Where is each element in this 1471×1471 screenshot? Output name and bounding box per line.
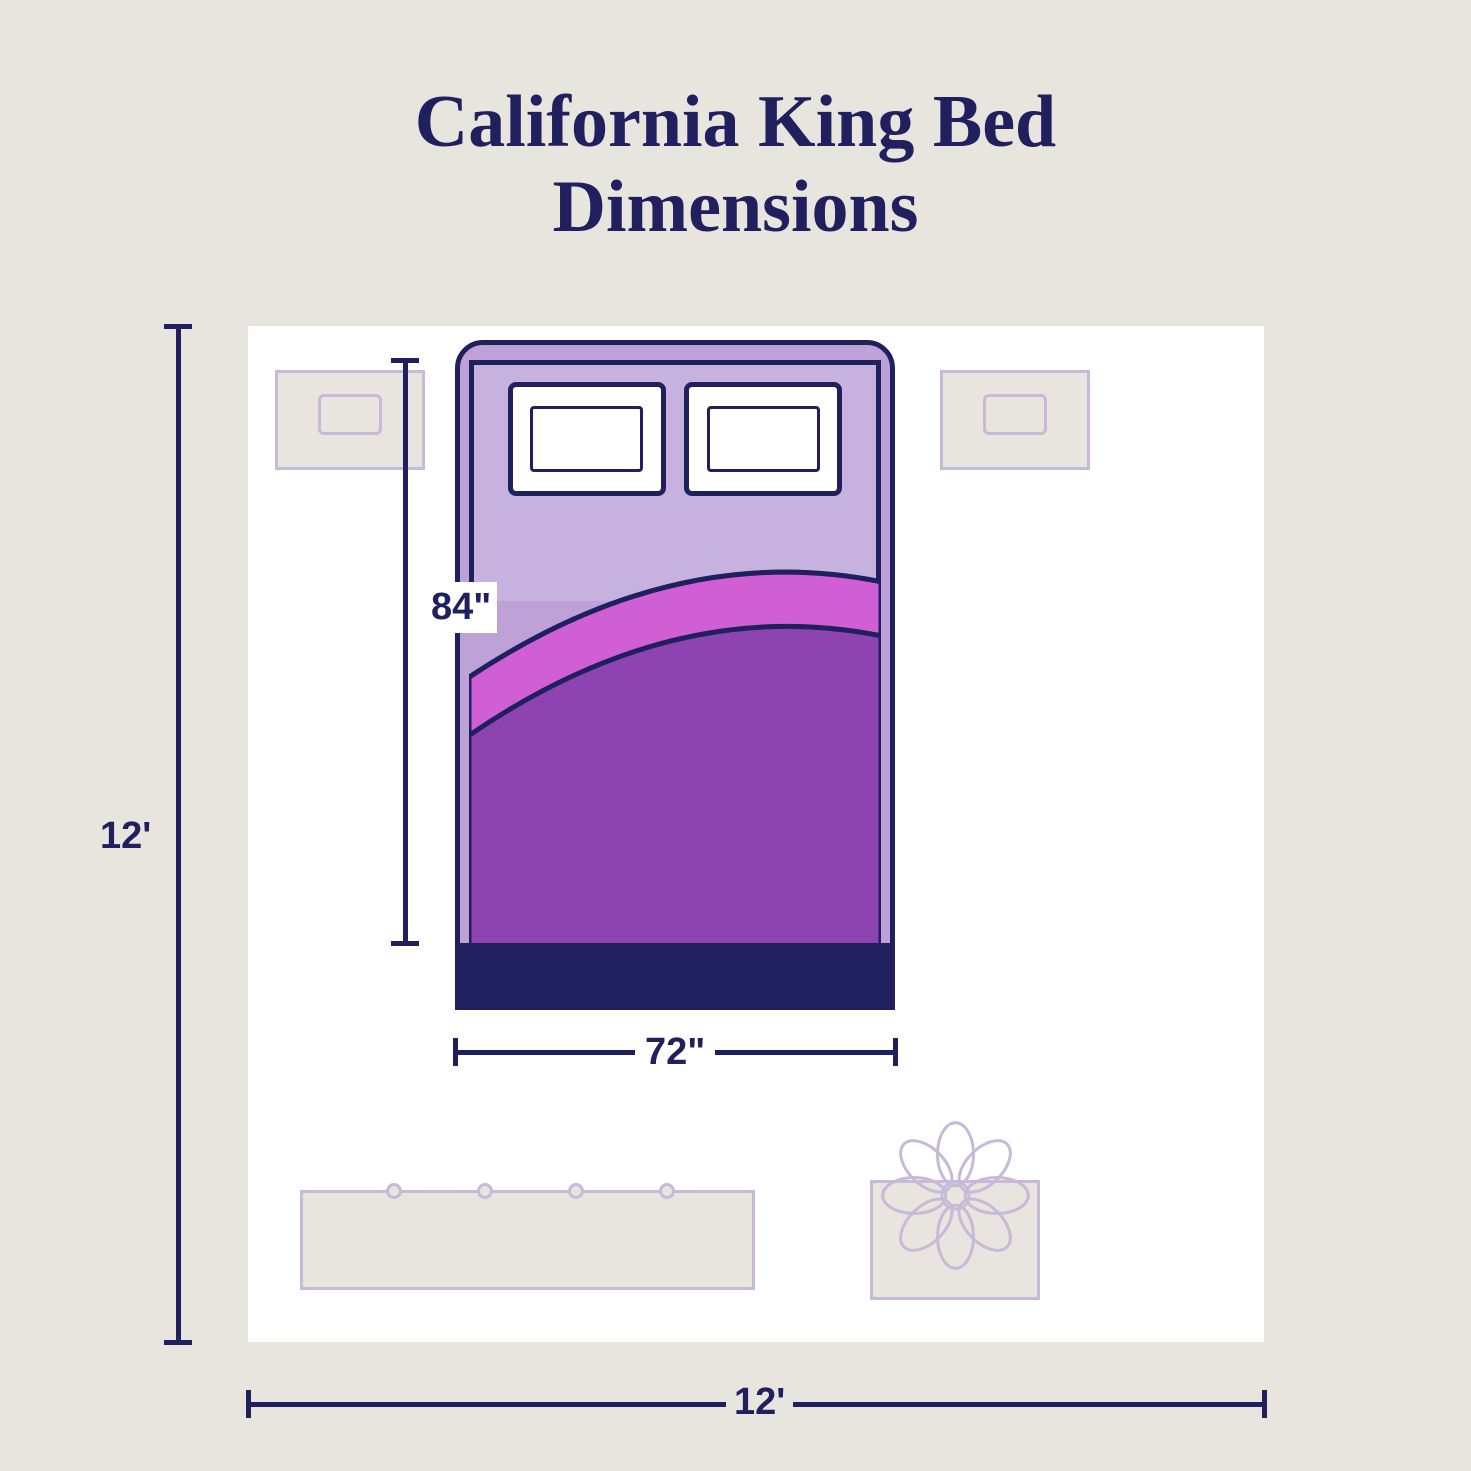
nightstand-right [940, 370, 1090, 470]
dresser-knob [659, 1183, 675, 1199]
dresser-knob [386, 1183, 402, 1199]
pillow-left [508, 382, 666, 496]
pillow-right [684, 382, 842, 496]
room-height-label: 12' [100, 815, 151, 858]
dresser-knob [568, 1183, 584, 1199]
dresser [300, 1190, 755, 1290]
bed-height-label: 84" [425, 582, 497, 633]
bed-width-label: 72" [635, 1029, 715, 1076]
title-line-1: California King Bed [415, 81, 1056, 163]
room-height-dimension [178, 326, 179, 1342]
lamp-icon [318, 394, 381, 435]
bed [455, 340, 895, 1010]
dresser-knob [477, 1183, 493, 1199]
bed-footboard [455, 943, 895, 1010]
bed-comforter [469, 561, 881, 976]
lamp-icon [983, 394, 1046, 435]
page-title: California King Bed Dimensions [0, 80, 1471, 250]
room-width-label: 12' [726, 1381, 793, 1424]
flower-icon [873, 1113, 1038, 1278]
title-line-2: Dimensions [553, 166, 919, 248]
